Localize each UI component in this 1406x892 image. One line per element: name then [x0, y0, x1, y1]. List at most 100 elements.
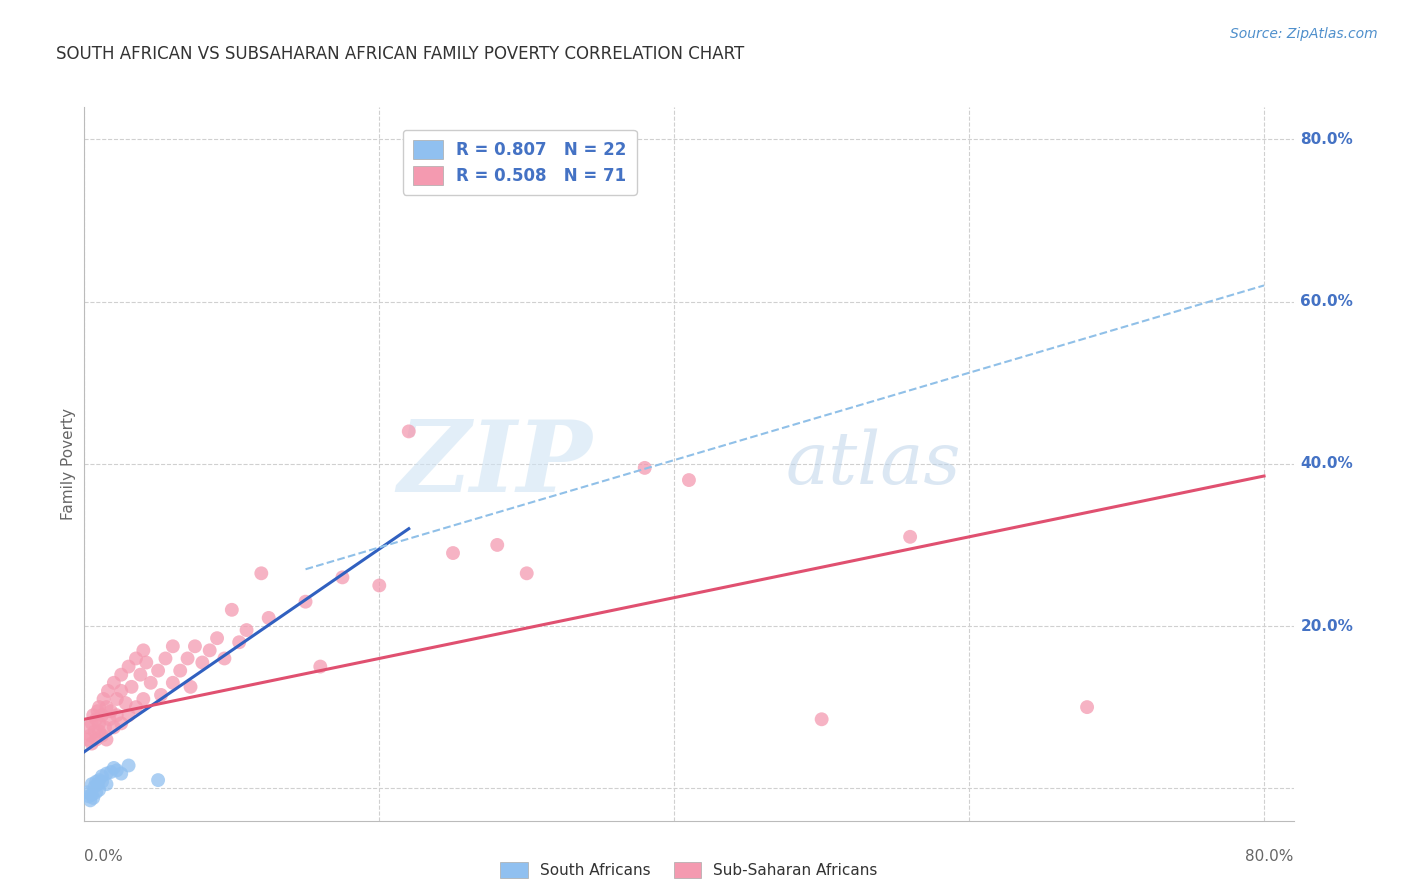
- Point: [250, 566, 273, 581]
- Point: [180, 680, 202, 694]
- Text: 60.0%: 60.0%: [1301, 294, 1354, 310]
- Point: [125, 651, 148, 665]
- Point: [132, 643, 155, 657]
- Text: atlas: atlas: [786, 428, 962, 500]
- Point: [86, 704, 108, 718]
- Point: [84, 785, 107, 799]
- Point: [1076, 700, 1098, 714]
- Point: [87, 782, 110, 797]
- Text: 80.0%: 80.0%: [1246, 849, 1294, 864]
- Point: [810, 712, 832, 726]
- Point: [309, 659, 332, 673]
- Point: [294, 595, 316, 609]
- Point: [105, 692, 128, 706]
- Point: [96, 777, 118, 791]
- Legend: South Africans, Sub-Saharan Africans: South Africans, Sub-Saharan Africans: [494, 856, 884, 884]
- Point: [84, 774, 107, 789]
- Text: SOUTH AFRICAN VS SUBSAHARAN AFRICAN FAMILY POVERTY CORRELATION CHART: SOUTH AFRICAN VS SUBSAHARAN AFRICAN FAMI…: [56, 45, 745, 62]
- Point: [87, 700, 110, 714]
- Point: [146, 773, 169, 788]
- Point: [80, 788, 103, 802]
- Point: [79, 793, 101, 807]
- Point: [83, 724, 105, 739]
- Point: [100, 704, 122, 718]
- Point: [214, 651, 236, 665]
- Point: [91, 769, 114, 783]
- Point: [121, 680, 143, 694]
- Point: [135, 656, 157, 670]
- Point: [486, 538, 509, 552]
- Point: [125, 700, 148, 714]
- Text: ZIP: ZIP: [398, 416, 592, 512]
- Text: 80.0%: 80.0%: [1301, 132, 1353, 147]
- Point: [132, 692, 155, 706]
- Point: [228, 635, 250, 649]
- Point: [398, 425, 420, 439]
- Point: [162, 675, 184, 690]
- Point: [91, 708, 114, 723]
- Point: [96, 700, 118, 714]
- Point: [87, 716, 110, 731]
- Point: [155, 651, 177, 665]
- Text: 0.0%: 0.0%: [84, 849, 124, 864]
- Point: [97, 684, 120, 698]
- Y-axis label: Family Poverty: Family Poverty: [60, 408, 76, 520]
- Point: [191, 656, 214, 670]
- Point: [76, 785, 98, 799]
- Point: [80, 716, 103, 731]
- Point: [205, 631, 228, 645]
- Point: [110, 766, 132, 780]
- Point: [80, 737, 103, 751]
- Point: [150, 688, 173, 702]
- Point: [86, 777, 108, 791]
- Point: [221, 603, 243, 617]
- Point: [77, 720, 100, 734]
- Point: [76, 732, 98, 747]
- Point: [516, 566, 538, 581]
- Point: [110, 716, 132, 731]
- Point: [114, 696, 136, 710]
- Point: [87, 724, 110, 739]
- Point: [898, 530, 921, 544]
- Point: [257, 611, 280, 625]
- Point: [98, 712, 121, 726]
- Point: [117, 659, 139, 673]
- Point: [77, 789, 100, 804]
- Point: [176, 651, 198, 665]
- Point: [103, 761, 125, 775]
- Point: [82, 791, 104, 805]
- Point: [96, 732, 118, 747]
- Text: 20.0%: 20.0%: [1301, 618, 1354, 633]
- Point: [84, 732, 107, 747]
- Point: [678, 473, 700, 487]
- Point: [139, 675, 162, 690]
- Text: Source: ZipAtlas.com: Source: ZipAtlas.com: [1230, 27, 1378, 41]
- Point: [110, 684, 132, 698]
- Point: [441, 546, 464, 560]
- Point: [235, 623, 257, 637]
- Point: [80, 777, 103, 791]
- Point: [82, 708, 104, 723]
- Point: [93, 692, 115, 706]
- Point: [83, 780, 105, 794]
- Point: [110, 667, 132, 681]
- Point: [332, 570, 354, 584]
- Point: [84, 712, 107, 726]
- Point: [368, 578, 391, 592]
- Point: [105, 708, 128, 723]
- Point: [117, 708, 139, 723]
- Point: [169, 664, 191, 678]
- Point: [91, 774, 114, 789]
- Point: [100, 764, 122, 779]
- Point: [103, 675, 125, 690]
- Point: [184, 640, 207, 654]
- Point: [103, 720, 125, 734]
- Point: [94, 720, 117, 734]
- Text: 40.0%: 40.0%: [1301, 457, 1353, 471]
- Point: [162, 640, 184, 654]
- Point: [105, 764, 128, 778]
- Point: [117, 758, 139, 772]
- Point: [146, 664, 169, 678]
- Point: [634, 461, 657, 475]
- Point: [96, 766, 118, 780]
